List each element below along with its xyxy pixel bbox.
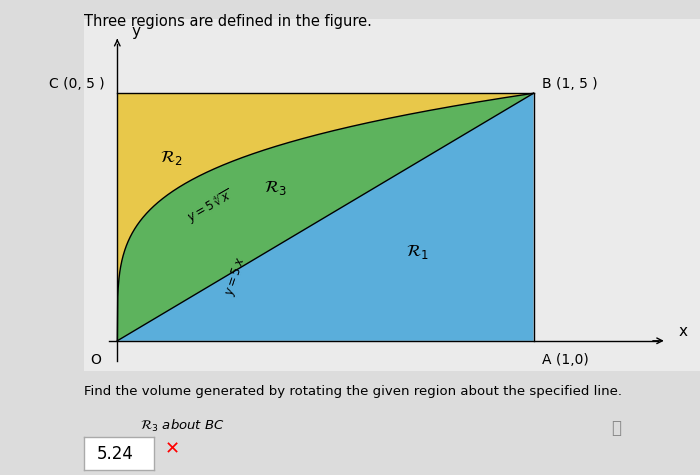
Text: ⓘ: ⓘ (611, 418, 621, 437)
Text: $y = 5\,x$: $y = 5\,x$ (221, 255, 249, 298)
Text: Find the volume generated by rotating the given region about the specified line.: Find the volume generated by rotating th… (84, 385, 622, 398)
Text: $\mathcal{R}_1$: $\mathcal{R}_1$ (405, 242, 428, 261)
Text: $y = 5\,\sqrt[4]{x}$: $y = 5\,\sqrt[4]{x}$ (184, 187, 237, 228)
Polygon shape (118, 93, 533, 341)
Polygon shape (118, 93, 533, 341)
Text: ✕: ✕ (164, 440, 180, 458)
Text: B (1, 5 ): B (1, 5 ) (542, 77, 598, 91)
Text: $\mathcal{R}_3$ about BC: $\mathcal{R}_3$ about BC (140, 418, 225, 434)
Text: A (1,0): A (1,0) (542, 353, 589, 367)
Text: $\mathcal{R}_2$: $\mathcal{R}_2$ (160, 148, 183, 167)
Text: 5.24: 5.24 (97, 445, 134, 463)
Text: x: x (679, 324, 688, 339)
Polygon shape (118, 93, 533, 341)
Text: O: O (90, 353, 101, 367)
Text: y: y (132, 24, 141, 39)
Text: $\mathcal{R}_3$: $\mathcal{R}_3$ (264, 178, 287, 197)
Text: C (0, 5 ): C (0, 5 ) (49, 77, 105, 91)
Text: Three regions are defined in the figure.: Three regions are defined in the figure. (84, 14, 372, 29)
